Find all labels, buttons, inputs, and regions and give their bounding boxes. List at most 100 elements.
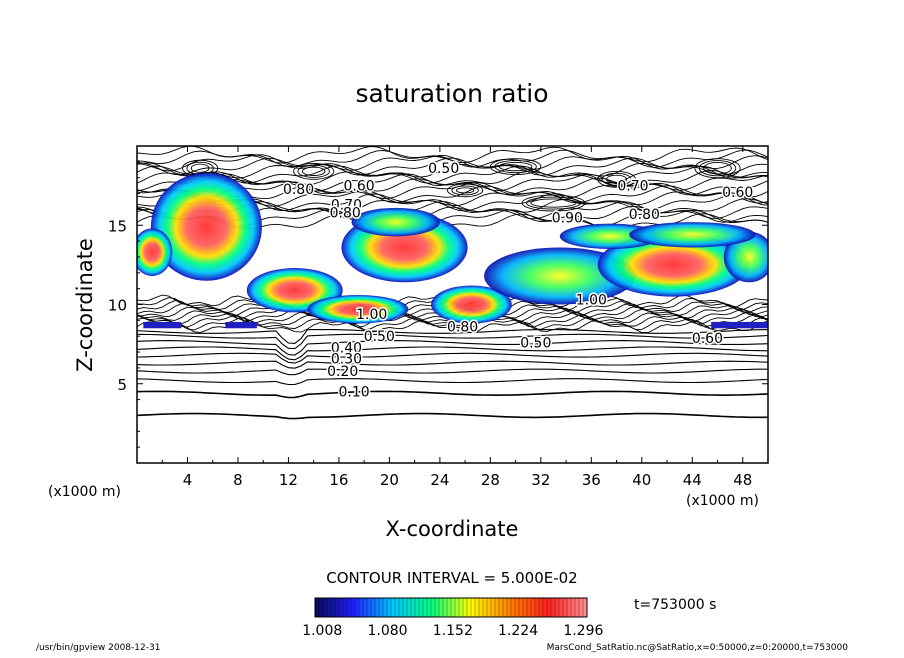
- x-tick-label: 32: [531, 471, 550, 489]
- contour-label: 0.50: [428, 161, 459, 177]
- contour-loop: [494, 160, 537, 174]
- y-tick-label: 5: [117, 376, 127, 394]
- contour-label: 0.20: [327, 364, 358, 380]
- contour-loop: [521, 194, 586, 212]
- contour-loop: [498, 162, 533, 172]
- contour-line: [137, 368, 768, 376]
- x-tick-label: 4: [183, 471, 193, 489]
- x-tick-label: 24: [430, 471, 449, 489]
- time-label: t=753000 s: [634, 597, 716, 613]
- footer-left: /usr/bin/gpview 2008-12-31: [36, 643, 160, 653]
- x-tick-label: 40: [632, 471, 651, 489]
- colorbar-tick-label: 1.296: [563, 623, 603, 639]
- x-tick-label: 16: [329, 471, 348, 489]
- y-tick-label: 15: [108, 217, 127, 235]
- contour-label: 1.00: [356, 307, 387, 323]
- supersaturation-region: [723, 231, 768, 283]
- colorbar: 1.008 1.080 1.152 1.224 1.296: [302, 597, 603, 639]
- contour-loop: [530, 198, 577, 208]
- colorbar-tick-label: 1.152: [433, 623, 473, 639]
- colorbar-tick-label: 1.224: [498, 623, 538, 639]
- chart-title: saturation ratio: [355, 79, 548, 108]
- x-tick-label: 36: [582, 471, 601, 489]
- contour-lines: [137, 146, 768, 420]
- x-tick-label: 20: [380, 471, 399, 489]
- supersaturation-strip: [225, 321, 257, 329]
- contour-label: 0.90: [552, 210, 583, 226]
- contour-label: 0.60: [722, 185, 753, 201]
- colorbar-tick-label: 1.008: [302, 623, 342, 639]
- contour-loop: [698, 160, 737, 177]
- contour-line: [137, 328, 768, 344]
- contour-loop: [297, 164, 330, 178]
- y-axis-label: Z-coordinate: [73, 238, 97, 372]
- x-tick-label: 12: [279, 471, 298, 489]
- contour-loop: [301, 166, 326, 176]
- contour-loop: [489, 158, 542, 176]
- x-tick-label: 8: [233, 471, 243, 489]
- contour-label: 0.70: [617, 179, 648, 195]
- x-unit-label: (x1000 m): [686, 493, 759, 509]
- contour-line: [137, 333, 768, 350]
- contour-label: 0.50: [364, 329, 395, 345]
- contour-loop: [601, 172, 632, 186]
- supersaturation-region: [431, 285, 512, 324]
- contour-interval-label: CONTOUR INTERVAL = 5.000E-02: [326, 569, 577, 587]
- contour-line: [137, 346, 768, 361]
- contour-label: 0.70: [331, 198, 362, 214]
- contour-loop: [451, 185, 479, 196]
- contour-line: [137, 311, 768, 325]
- x-tick-label: 48: [733, 471, 752, 489]
- contour-label: 1.00: [576, 293, 607, 309]
- contour-label: 0.80: [447, 320, 478, 336]
- contour-label: 0.60: [692, 331, 723, 347]
- contour-line: [137, 412, 768, 420]
- x-tick-label: 28: [481, 471, 500, 489]
- supersaturation-region: [597, 233, 750, 297]
- footer-right: MarsCond_SatRatio.nc@SatRatio,x=0:50000,…: [547, 643, 849, 653]
- contour-label: 0.80: [283, 182, 314, 198]
- contour-loop: [447, 183, 484, 198]
- contour-label: 0.60: [344, 179, 375, 195]
- contour-label: 0.10: [338, 385, 369, 401]
- y-unit-label: (x1000 m): [48, 484, 121, 500]
- supersaturation-region: [484, 247, 636, 305]
- contour-loop: [597, 170, 636, 188]
- colorbar-tick-label: 1.080: [367, 623, 407, 639]
- contour-labels: 0.50 0.60 0.70 0.60 0.80 0.70 0.80 0.90 0.80 1.00…: [281, 160, 754, 402]
- supersaturation-strip: [711, 321, 768, 329]
- contour-line: [137, 360, 768, 369]
- contour-line: [137, 169, 768, 187]
- y-tick-label: 10: [108, 297, 127, 315]
- contour-line: [137, 157, 768, 176]
- contour-label: 0.80: [629, 207, 660, 223]
- supersaturation-fill: [137, 172, 768, 329]
- supersaturation-strip: [143, 321, 182, 329]
- contour-line: [137, 352, 768, 364]
- contour-line: [137, 378, 768, 386]
- contour-label: 0.40: [331, 340, 362, 356]
- contour-loop: [455, 187, 475, 194]
- supersaturation-region: [307, 294, 409, 324]
- contour-loop: [525, 196, 581, 210]
- contour-loop: [190, 163, 210, 173]
- x-axis: 4 8 12 16 20 24 28 32 36 40 44 48: [161, 146, 752, 489]
- contour-line: [137, 173, 768, 192]
- supersaturation-region: [150, 172, 262, 281]
- contour-label: 0.30: [331, 351, 362, 367]
- x-axis-label: X-coordinate: [386, 517, 519, 541]
- contour-line: [137, 340, 768, 356]
- supersaturation-region: [629, 222, 756, 248]
- contour-line: [137, 390, 768, 399]
- contour-loop: [694, 158, 741, 179]
- contour-label: 0.50: [520, 336, 551, 352]
- supersaturation-region: [351, 207, 440, 237]
- contour-loop: [606, 174, 628, 184]
- contour-loop: [703, 162, 732, 175]
- contour-line: [137, 165, 768, 184]
- contour-loop: [293, 162, 335, 180]
- x-tick-label: 44: [683, 471, 702, 489]
- plot-area: 0.50 0.60 0.70 0.60 0.80 0.70 0.80 0.90 0.80 1.00…: [137, 146, 768, 463]
- contour-line: [137, 146, 768, 164]
